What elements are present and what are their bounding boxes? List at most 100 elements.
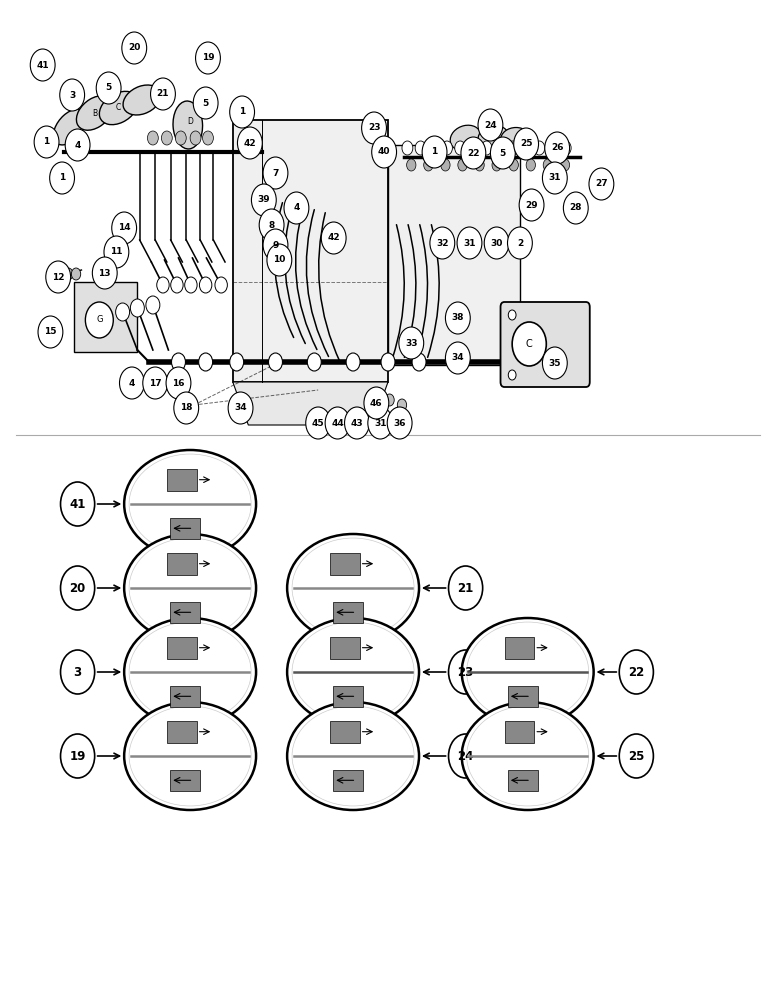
Text: 41: 41 xyxy=(36,60,49,70)
Circle shape xyxy=(589,168,614,200)
Circle shape xyxy=(71,268,81,280)
Text: 35: 35 xyxy=(549,359,561,367)
Ellipse shape xyxy=(54,109,86,145)
Circle shape xyxy=(263,229,288,261)
Circle shape xyxy=(346,353,360,371)
Text: 31: 31 xyxy=(549,174,561,182)
Text: 1: 1 xyxy=(43,137,50,146)
Circle shape xyxy=(475,159,484,171)
Circle shape xyxy=(619,650,653,694)
Text: 42: 42 xyxy=(244,138,256,147)
Circle shape xyxy=(345,407,369,439)
Circle shape xyxy=(30,49,55,81)
Circle shape xyxy=(122,32,147,64)
Text: 30: 30 xyxy=(490,238,503,247)
Text: 21: 21 xyxy=(157,90,169,99)
Circle shape xyxy=(61,482,95,526)
Polygon shape xyxy=(167,637,197,658)
Circle shape xyxy=(161,131,172,145)
Circle shape xyxy=(61,650,95,694)
Text: 39: 39 xyxy=(258,196,270,205)
Circle shape xyxy=(193,87,218,119)
Circle shape xyxy=(385,394,394,406)
Circle shape xyxy=(399,327,424,359)
Circle shape xyxy=(509,159,518,171)
Text: 8: 8 xyxy=(268,221,275,230)
Ellipse shape xyxy=(287,618,419,726)
Circle shape xyxy=(143,367,168,399)
Circle shape xyxy=(166,367,191,399)
Circle shape xyxy=(402,141,413,155)
Circle shape xyxy=(120,367,144,399)
Circle shape xyxy=(34,126,59,158)
Circle shape xyxy=(563,192,588,224)
Text: 26: 26 xyxy=(551,143,563,152)
Text: 18: 18 xyxy=(180,403,192,412)
Circle shape xyxy=(492,159,501,171)
Circle shape xyxy=(171,277,183,293)
Text: G: G xyxy=(96,316,102,324)
Circle shape xyxy=(146,296,160,314)
Polygon shape xyxy=(333,686,363,707)
Circle shape xyxy=(61,734,95,778)
Circle shape xyxy=(61,566,95,610)
FancyBboxPatch shape xyxy=(74,282,137,352)
Polygon shape xyxy=(171,686,200,707)
Text: 42: 42 xyxy=(327,233,340,242)
Circle shape xyxy=(372,136,397,168)
Circle shape xyxy=(237,127,262,159)
Text: C: C xyxy=(116,104,121,112)
Circle shape xyxy=(387,407,412,439)
Text: 32: 32 xyxy=(436,238,449,247)
Circle shape xyxy=(445,302,470,334)
Circle shape xyxy=(190,131,201,145)
Circle shape xyxy=(196,42,220,74)
Circle shape xyxy=(199,277,212,293)
Text: 25: 25 xyxy=(628,750,645,762)
Circle shape xyxy=(104,236,129,268)
Ellipse shape xyxy=(478,125,509,151)
Text: 14: 14 xyxy=(118,224,130,232)
Circle shape xyxy=(151,78,175,110)
Circle shape xyxy=(306,407,331,439)
Circle shape xyxy=(478,109,503,141)
Ellipse shape xyxy=(501,127,532,152)
Text: 23: 23 xyxy=(458,666,473,678)
Circle shape xyxy=(449,566,483,610)
Circle shape xyxy=(560,159,570,171)
Text: 38: 38 xyxy=(452,314,464,322)
Text: 11: 11 xyxy=(110,247,123,256)
Circle shape xyxy=(175,131,186,145)
Circle shape xyxy=(157,277,169,293)
Circle shape xyxy=(96,72,121,104)
Text: 34: 34 xyxy=(234,403,247,412)
Text: 24: 24 xyxy=(457,750,474,762)
Text: 1: 1 xyxy=(59,174,65,182)
Circle shape xyxy=(526,159,535,171)
Text: 13: 13 xyxy=(99,268,111,277)
Text: 33: 33 xyxy=(405,338,417,348)
Ellipse shape xyxy=(462,702,594,810)
Text: 4: 4 xyxy=(74,140,81,149)
Circle shape xyxy=(325,407,350,439)
Polygon shape xyxy=(508,686,538,707)
Circle shape xyxy=(424,159,433,171)
Text: 27: 27 xyxy=(595,180,608,188)
Text: 20: 20 xyxy=(128,43,140,52)
Circle shape xyxy=(46,261,71,293)
Circle shape xyxy=(263,157,288,189)
Circle shape xyxy=(619,734,653,778)
Text: 46: 46 xyxy=(370,398,383,408)
Circle shape xyxy=(116,303,130,321)
Polygon shape xyxy=(330,553,360,574)
Circle shape xyxy=(458,159,467,171)
Text: 17: 17 xyxy=(149,378,161,387)
Text: 3: 3 xyxy=(69,91,75,100)
Ellipse shape xyxy=(76,96,113,130)
Circle shape xyxy=(494,141,505,155)
Circle shape xyxy=(560,141,571,155)
Circle shape xyxy=(230,353,244,371)
Circle shape xyxy=(422,136,447,168)
Circle shape xyxy=(112,212,137,244)
Circle shape xyxy=(362,112,386,144)
